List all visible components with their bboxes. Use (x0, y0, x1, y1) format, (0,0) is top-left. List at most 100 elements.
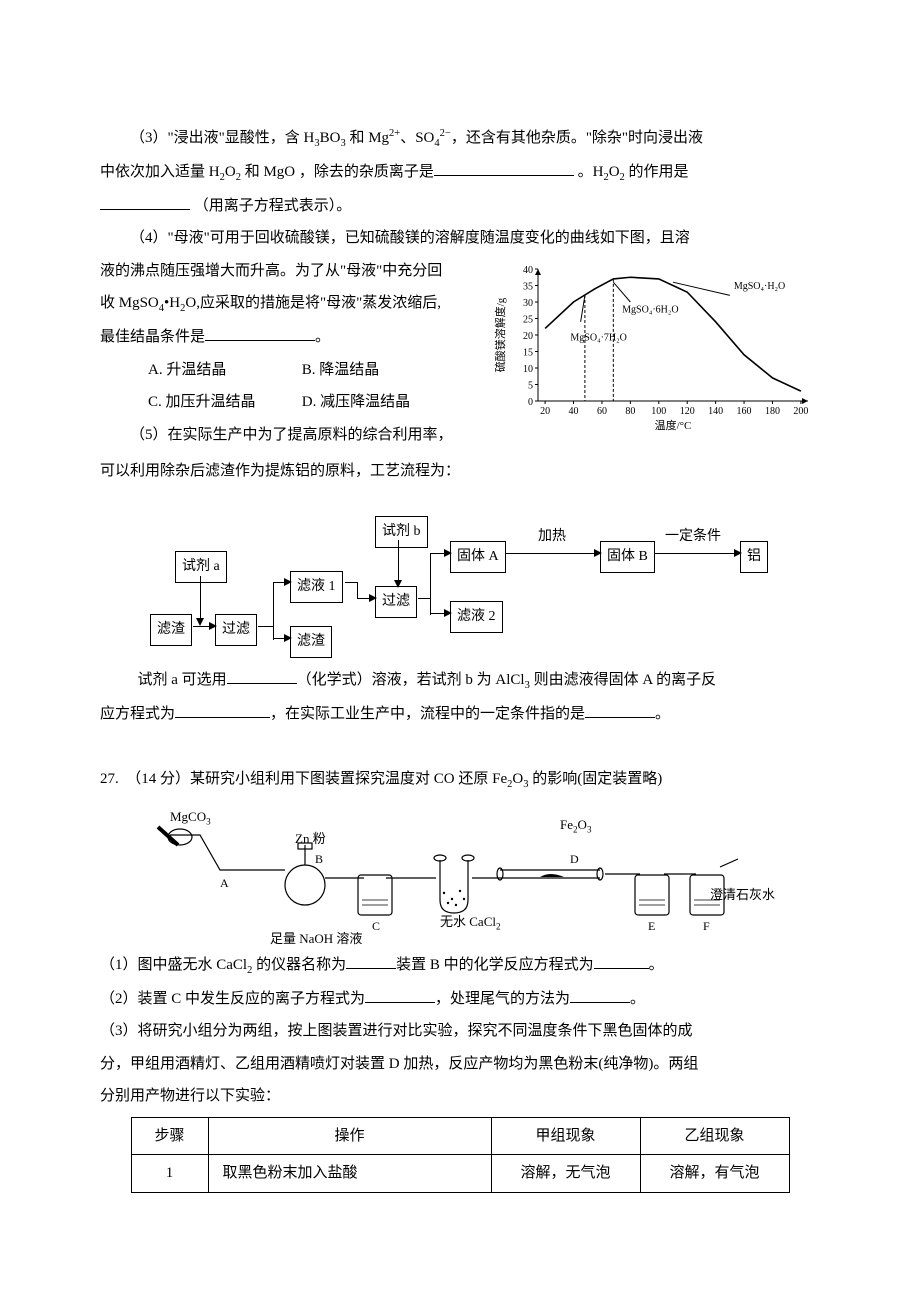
lbl-zn: Zn 粉 (295, 827, 326, 852)
svg-text:40: 40 (569, 406, 579, 417)
svg-text:20: 20 (523, 331, 533, 342)
svg-text:A: A (220, 876, 229, 890)
q5-line2: 可以利用除杂后滤渣作为提炼铝的原料，工艺流程为： (100, 457, 820, 486)
box-guolv1: 过滤 (215, 614, 257, 647)
apparatus-diagram: MgCO3 Zn 粉 Fe2O3 足量 NaOH 溶液 无水 CaCl2 澄清石… (100, 805, 820, 945)
q27-line: 27. （14 分）某研究小组利用下图装置探究温度对 CO 还原 Fe2O3 的… (100, 765, 820, 795)
th-op: 操作 (208, 1117, 491, 1155)
svg-text:15: 15 (523, 347, 533, 358)
td: 溶解，有气泡 (640, 1155, 789, 1193)
q3-line3: （用离子方程式表示）。 (100, 192, 820, 221)
td: 1 (131, 1155, 208, 1193)
t: 。 (649, 957, 664, 973)
svg-text:E: E (648, 919, 655, 933)
q27-sub3c: 分别用产物进行以下实验： (100, 1082, 820, 1111)
blank[interactable] (570, 985, 630, 1003)
q27-score: （14 分） (126, 771, 190, 787)
choice-a[interactable]: A. 升温结晶 (148, 356, 298, 385)
t: 。 (655, 706, 670, 722)
lbl-cacl2: 无水 CaCl2 (440, 910, 501, 936)
t: （用离子方程式表示）。 (194, 198, 352, 214)
t: 。 (630, 991, 645, 1007)
box-guti-b: 固体 B (600, 541, 655, 574)
svg-text:D: D (570, 852, 579, 866)
t: 和 Mg (346, 130, 389, 146)
lbl-fe2o3: Fe2O3 (560, 813, 591, 839)
blank[interactable] (205, 324, 315, 342)
box-lvye2: 滤液 2 (450, 601, 503, 634)
q3-line2: 中依次加入适量 H2O2 和 MgO ，除去的杂质离子是 。H2O2 的作用是 (100, 158, 820, 188)
sup: 2− (440, 128, 451, 139)
svg-text:20: 20 (540, 406, 550, 417)
t: 中依次加入适量 H (100, 164, 220, 180)
svg-text:180: 180 (765, 406, 780, 417)
blank[interactable] (365, 985, 435, 1003)
blank[interactable] (175, 700, 270, 718)
choice-d[interactable]: D. 减压降温结晶 (302, 388, 452, 417)
svg-text:MgSO₄·7H₂O: MgSO₄·7H₂O (570, 332, 626, 343)
q27-sub1: （1）图中盛无水 CaCl2 的仪器名称为装置 B 中的化学反应方程式为。 (100, 951, 820, 981)
t: •H (164, 295, 180, 311)
th-b: 乙组现象 (640, 1117, 789, 1155)
svg-text:140: 140 (708, 406, 723, 417)
blank[interactable] (594, 951, 649, 969)
experiment-table: 步骤 操作 甲组现象 乙组现象 1 取黑色粉末加入盐酸 溶解，无气泡 溶解，有气… (131, 1117, 790, 1193)
svg-text:35: 35 (523, 281, 533, 292)
box-lvzha2: 滤渣 (290, 626, 332, 659)
blank[interactable] (434, 158, 574, 176)
t: BO (320, 130, 341, 146)
flowchart: 试剂 a 滤渣 过滤 滤液 1 滤渣 试剂 b 过滤 固体 A 滤液 2 固体 … (100, 496, 820, 656)
t: （化学式）溶液，若试剂 b 为 AlCl (297, 672, 525, 688)
t: 某研究小组利用下图装置探究温度对 CO 还原 Fe (190, 771, 507, 787)
after-flow-p2: 应方程式为，在实际工业生产中，流程中的一定条件指的是。 (100, 700, 820, 729)
svg-text:60: 60 (597, 406, 607, 417)
q27-sub3b: 分，甲组用酒精灯、乙组用酒精喷灯对装置 D 加热，反应产物均为黑色粉末(纯净物)… (100, 1050, 820, 1079)
svg-text:40: 40 (523, 265, 533, 276)
t: 则由滤液得固体 A 的离子反 (530, 672, 716, 688)
blank[interactable] (585, 700, 655, 718)
t: 的仪器名称为 (252, 957, 346, 973)
box-lvye1: 滤液 1 (290, 571, 343, 604)
td: 溶解，无气泡 (491, 1155, 640, 1193)
svg-text:10: 10 (523, 364, 533, 375)
svg-text:80: 80 (625, 406, 635, 417)
svg-text:200: 200 (793, 406, 808, 417)
q4-block: （4）"母液"可用于回收硫酸镁，已知硫酸镁的溶解度随温度变化的曲线如下图，且溶 … (100, 224, 820, 453)
t: 的作用是 (625, 164, 689, 180)
choice-c[interactable]: C. 加压升温结晶 (148, 388, 298, 417)
box-guolv2: 过滤 (375, 586, 417, 619)
t: ，处理尾气的方法为 (435, 991, 570, 1007)
svg-text:25: 25 (523, 314, 533, 325)
t: 最佳结晶条件是 (100, 329, 205, 345)
td: 取黑色粉末加入盐酸 (208, 1155, 491, 1193)
lbl-jiare: 加热 (538, 524, 566, 551)
blank[interactable] (346, 951, 396, 969)
sub: 4 (434, 138, 439, 149)
lbl-naoh: 足量 NaOH 溶液 (270, 927, 362, 952)
blank[interactable] (100, 192, 190, 210)
svg-text:5: 5 (528, 380, 533, 391)
t: O,应采取的措施是将"母液"蒸发浓缩后, (185, 295, 441, 311)
svg-text:120: 120 (680, 406, 695, 417)
t: 试剂 a 可选用 (138, 672, 227, 688)
sup: 2+ (389, 128, 400, 139)
t: （2）装置 C 中发生反应的离子方程式为 (100, 991, 365, 1007)
lbl-lime: 澄清石灰水 (710, 883, 775, 908)
svg-text:0: 0 (528, 397, 533, 408)
t: 装置 B 中的化学反应方程式为 (396, 957, 594, 973)
svg-text:30: 30 (523, 298, 533, 309)
t: 液的沸点随压强增大而升高。为了从"母液"中充分回 (100, 263, 442, 279)
t: ，还含有其他杂质。"除杂"时向浸出液 (451, 130, 703, 146)
lbl-mgco3: MgCO3 (170, 805, 211, 831)
svg-text:160: 160 (737, 406, 752, 417)
t: 、SO (400, 130, 434, 146)
box-lvzha1: 滤渣 (150, 614, 192, 647)
t: （1）图中盛无水 CaCl (100, 957, 247, 973)
solubility-chart: 0510152025303540204060801001201401601802… (490, 261, 820, 442)
blank[interactable] (227, 666, 297, 684)
svg-text:B: B (315, 852, 323, 866)
t: 。H (578, 164, 604, 180)
table-header-row: 步骤 操作 甲组现象 乙组现象 (131, 1117, 789, 1155)
svg-text:F: F (703, 919, 710, 933)
choice-b[interactable]: B. 降温结晶 (302, 356, 452, 385)
